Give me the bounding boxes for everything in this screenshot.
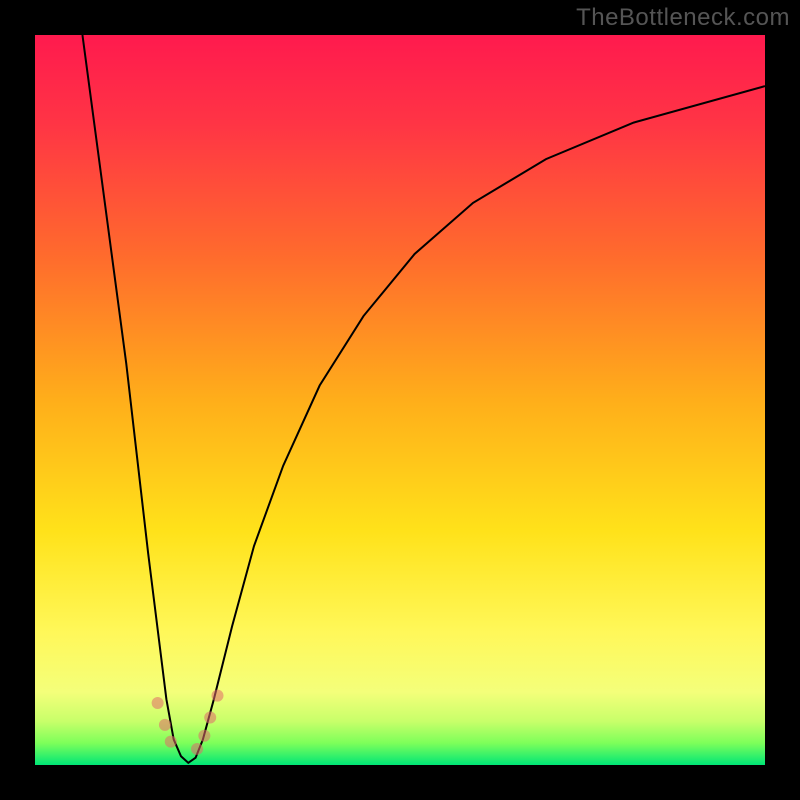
chart-container: TheBottleneck.com <box>0 0 800 800</box>
curve-marker <box>212 690 224 702</box>
curve-marker <box>191 743 203 755</box>
curve-marker <box>198 730 210 742</box>
watermark-text: TheBottleneck.com <box>576 4 790 32</box>
curve-marker <box>159 719 171 731</box>
plot-area <box>35 35 765 765</box>
curve-marker <box>152 697 164 709</box>
curve-line <box>82 35 765 763</box>
curve-marker <box>204 712 216 724</box>
curve-markers <box>152 690 224 755</box>
bottleneck-curve <box>35 35 765 765</box>
curve-marker <box>165 736 177 748</box>
